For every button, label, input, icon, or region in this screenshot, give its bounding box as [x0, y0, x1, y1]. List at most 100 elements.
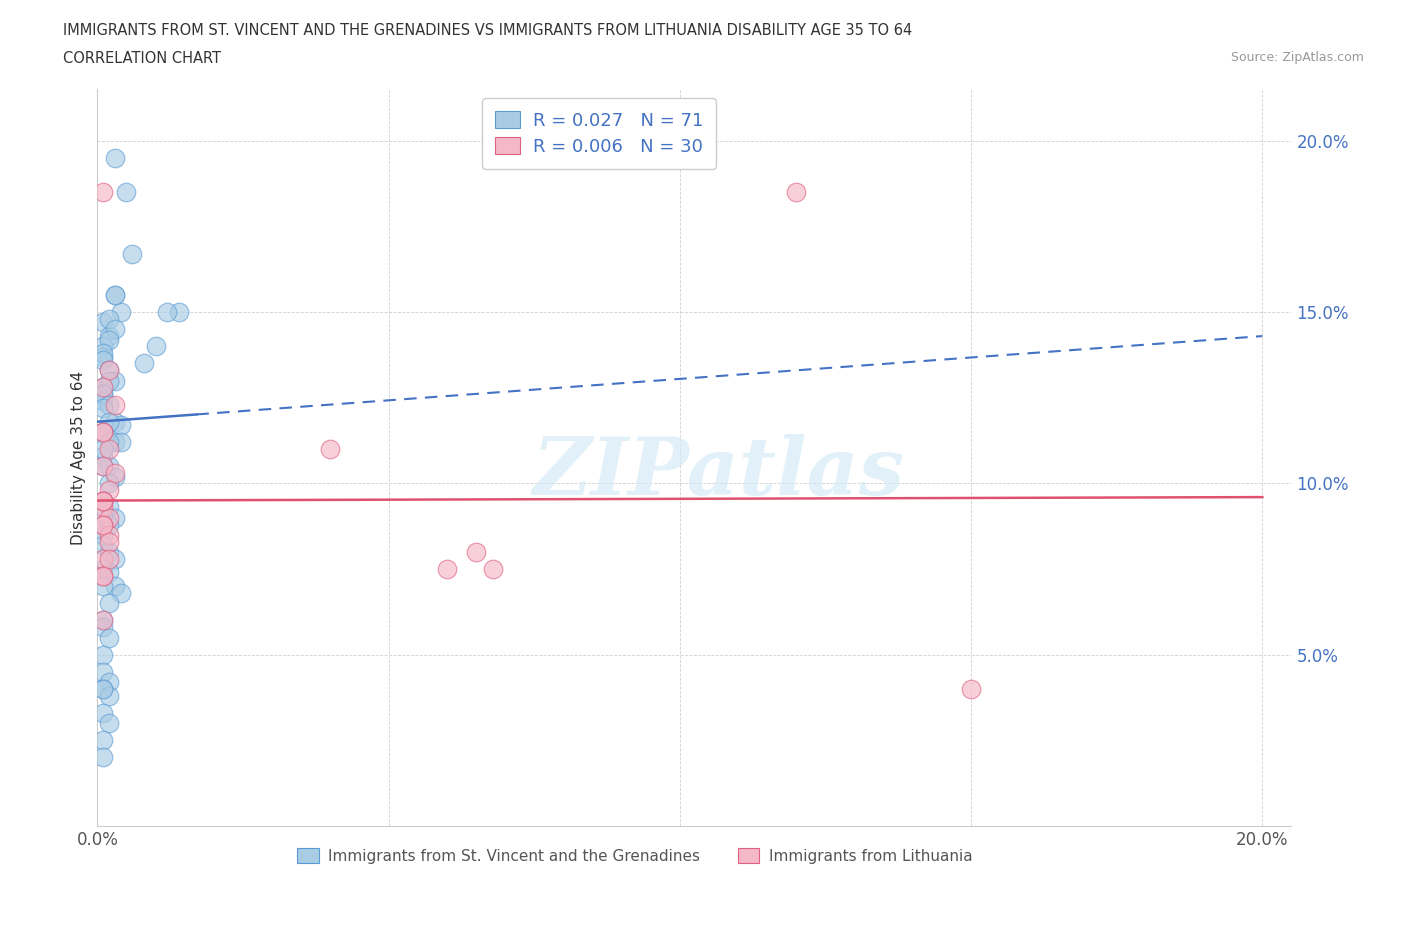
Point	[98, 716, 121, 731]
Point	[145, 339, 167, 353]
Point	[91, 425, 114, 440]
Point	[98, 442, 121, 457]
Point	[104, 511, 127, 525]
Point	[91, 493, 114, 508]
Point	[91, 733, 114, 748]
Point	[104, 578, 127, 593]
Point	[104, 287, 127, 302]
Point	[104, 397, 127, 412]
Point	[91, 380, 114, 395]
Point	[91, 664, 114, 679]
Point	[91, 448, 114, 463]
Point	[465, 544, 488, 559]
Legend: Immigrants from St. Vincent and the Grenadines, Immigrants from Lithuania: Immigrants from St. Vincent and the Gren…	[291, 843, 979, 870]
Point	[91, 185, 114, 200]
Point	[91, 682, 114, 697]
Point	[98, 551, 121, 566]
Text: IMMIGRANTS FROM ST. VINCENT AND THE GRENADINES VS IMMIGRANTS FROM LITHUANIA DISA: IMMIGRANTS FROM ST. VINCENT AND THE GREN…	[63, 23, 912, 38]
Point	[91, 458, 114, 473]
Point	[91, 442, 114, 457]
Point	[98, 517, 121, 532]
Point	[98, 534, 121, 549]
Point	[91, 493, 114, 508]
Point	[98, 363, 121, 378]
Point	[91, 751, 114, 765]
Point	[121, 246, 143, 261]
Point	[91, 578, 114, 593]
Point	[167, 305, 190, 320]
Point	[98, 596, 121, 611]
Point	[98, 483, 121, 498]
Point	[98, 527, 121, 542]
Point	[91, 387, 114, 402]
Point	[91, 706, 114, 721]
Point	[98, 312, 121, 326]
Point	[132, 356, 155, 371]
Point	[785, 185, 807, 200]
Point	[98, 511, 121, 525]
Point	[98, 500, 121, 515]
Point	[98, 332, 121, 347]
Point	[91, 339, 114, 353]
Point	[98, 373, 121, 388]
Point	[319, 442, 342, 457]
Point	[91, 493, 114, 508]
Point	[98, 397, 121, 412]
Point	[98, 688, 121, 703]
Point	[98, 458, 121, 473]
Point	[91, 527, 114, 542]
Point	[91, 517, 114, 532]
Point	[115, 185, 138, 200]
Point	[98, 565, 121, 580]
Point	[98, 435, 121, 450]
Point	[98, 631, 121, 645]
Point	[104, 551, 127, 566]
Text: CORRELATION CHART: CORRELATION CHART	[63, 51, 221, 66]
Point	[91, 425, 114, 440]
Point	[91, 493, 114, 508]
Point	[91, 380, 114, 395]
Point	[436, 562, 458, 577]
Point	[110, 435, 132, 450]
Point	[110, 418, 132, 432]
Point	[960, 682, 983, 697]
Point	[110, 586, 132, 601]
Point	[98, 328, 121, 343]
Point	[110, 305, 132, 320]
Point	[104, 469, 127, 484]
Point	[98, 674, 121, 689]
Point	[91, 315, 114, 330]
Point	[104, 151, 127, 166]
Point	[91, 346, 114, 361]
Point	[104, 287, 127, 302]
Y-axis label: Disability Age 35 to 64: Disability Age 35 to 64	[72, 371, 86, 545]
Point	[91, 500, 114, 515]
Point	[91, 551, 114, 566]
Point	[91, 458, 114, 473]
Point	[156, 305, 179, 320]
Point	[91, 393, 114, 408]
Point	[91, 538, 114, 552]
Point	[91, 647, 114, 662]
Point	[98, 544, 121, 559]
Point	[91, 507, 114, 522]
Point	[91, 425, 114, 440]
Point	[91, 349, 114, 364]
Point	[98, 476, 121, 491]
Point	[91, 613, 114, 628]
Point	[104, 435, 127, 450]
Text: Source: ZipAtlas.com: Source: ZipAtlas.com	[1230, 51, 1364, 64]
Point	[104, 373, 127, 388]
Point	[104, 414, 127, 429]
Point	[91, 401, 114, 416]
Text: ZIPatlas: ZIPatlas	[533, 433, 904, 512]
Point	[91, 562, 114, 577]
Point	[91, 387, 114, 402]
Point	[104, 322, 127, 337]
Point	[104, 466, 127, 481]
Point	[91, 613, 114, 628]
Point	[91, 568, 114, 583]
Point	[91, 620, 114, 635]
Point	[91, 352, 114, 367]
Point	[91, 425, 114, 440]
